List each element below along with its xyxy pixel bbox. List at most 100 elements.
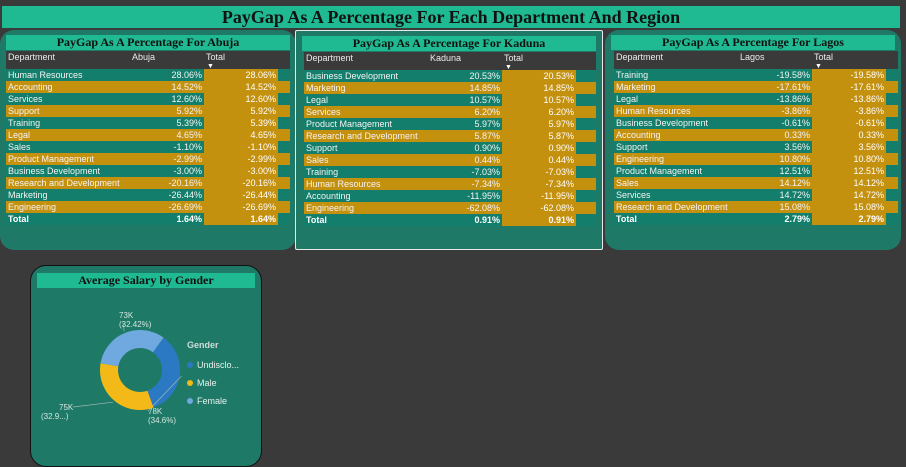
table-row[interactable]: Human Resources -3.86% -3.86% <box>614 105 898 117</box>
region-value-cell: -3.00% <box>173 166 202 176</box>
table-row[interactable]: Research and Development 5.87% 5.87% <box>304 130 596 142</box>
column-header[interactable]: Department <box>616 52 664 62</box>
lagos-paygap-table[interactable]: Department Lagos Total ▼ Training -19.58% -19.… <box>614 51 898 225</box>
table-row[interactable]: Research and Development 15.08% 15.08% <box>614 201 898 213</box>
lagos-paygap-card[interactable]: PayGap As A Percentage For Lagos Departm… <box>605 30 901 250</box>
column-header[interactable]: Abuja <box>132 52 156 62</box>
table-row[interactable]: Human Resources -7.34% -7.34% <box>304 178 596 190</box>
department-cell: Training <box>8 118 41 128</box>
region-value-cell: 14.72% <box>779 190 810 200</box>
table-row[interactable]: Marketing -17.61% -17.61% <box>614 81 898 93</box>
abuja-paygap-card[interactable]: PayGap As A Percentage For Abuja Departm… <box>0 30 296 250</box>
region-value-cell: 0.33% <box>784 130 810 140</box>
department-cell: Research and Development <box>616 202 728 212</box>
total-value-cell: -3.86% <box>812 105 886 117</box>
table-row[interactable]: Sales 14.12% 14.12% <box>614 177 898 189</box>
donut-chart[interactable]: 78K(34.6%) 75K(32.9...) 73K(32.42%) <box>31 266 263 467</box>
legend-swatch <box>187 380 193 386</box>
legend-item[interactable]: Male <box>187 374 239 392</box>
slice-pct-label: (34.6%) <box>148 416 176 425</box>
legend-item[interactable]: Undisclo... <box>187 356 239 374</box>
table-row[interactable]: Human Resources 28.06% 28.06% <box>6 69 290 81</box>
slice-value-label: 78K <box>148 407 163 416</box>
table-row[interactable]: Marketing 14.85% 14.85% <box>304 82 596 94</box>
column-header[interactable]: Total ▼ <box>812 51 886 70</box>
table-row[interactable]: Services 14.72% 14.72% <box>614 189 898 201</box>
table-row[interactable]: Services 12.60% 12.60% <box>6 93 290 105</box>
department-cell: Legal <box>616 94 639 104</box>
donut-slice-1[interactable] <box>99 363 154 410</box>
sort-desc-icon[interactable]: ▼ <box>505 64 512 71</box>
table-row[interactable]: Legal 4.65% 4.65% <box>6 129 290 141</box>
column-header[interactable]: Kaduna <box>430 53 462 63</box>
table-row[interactable]: Legal 10.57% 10.57% <box>304 94 596 106</box>
table-row[interactable]: Services 6.20% 6.20% <box>304 106 596 118</box>
table-row[interactable]: Engineering -62.08% -62.08% <box>304 202 596 214</box>
region-value-cell: 14.12% <box>779 178 810 188</box>
table-row[interactable]: Business Development -3.00% -3.00% <box>6 165 290 177</box>
sort-desc-icon[interactable]: ▼ <box>207 63 214 70</box>
region-value-cell: 6.20% <box>474 107 500 117</box>
table-row[interactable]: Sales -1.10% -1.10% <box>6 141 290 153</box>
abuja-paygap-table[interactable]: Department Abuja Total ▼ Human Resources 28.0… <box>6 51 290 225</box>
total-value-cell: 14.85% <box>502 82 576 94</box>
department-cell: Engineering <box>306 203 355 213</box>
total-value-cell: -62.08% <box>502 202 576 214</box>
column-header[interactable]: Department <box>8 52 56 62</box>
table-row[interactable]: Engineering 10.80% 10.80% <box>614 153 898 165</box>
department-cell: Human Resources <box>8 70 83 80</box>
total-value-cell: 28.06% <box>204 69 278 81</box>
table-row[interactable]: Marketing -26.44% -26.44% <box>6 189 290 201</box>
region-value-cell: 10.57% <box>469 95 500 105</box>
total-value-cell: -2.99% <box>204 153 278 165</box>
department-cell: Legal <box>306 95 329 105</box>
table-row[interactable]: Support 0.90% 0.90% <box>304 142 596 154</box>
department-cell: Sales <box>616 178 639 188</box>
legend-item[interactable]: Female <box>187 392 239 410</box>
table-row[interactable]: Training 5.39% 5.39% <box>6 117 290 129</box>
table-row[interactable]: Support 3.56% 3.56% <box>614 141 898 153</box>
department-cell: Product Management <box>306 119 393 129</box>
total-value-cell: 3.56% <box>812 141 886 153</box>
region-value-cell: -2.99% <box>173 154 202 164</box>
table-row[interactable]: Product Management -2.99% -2.99% <box>6 153 290 165</box>
region-value-cell: -1.10% <box>173 142 202 152</box>
table-row[interactable]: Support 5.92% 5.92% <box>6 105 290 117</box>
donut-slice-0[interactable] <box>147 337 180 408</box>
table-row[interactable]: Accounting -11.95% -11.95% <box>304 190 596 202</box>
salary-by-gender-card[interactable]: Average Salary by Gender 78K (34.6%) 75K (3… <box>30 265 262 467</box>
table-row[interactable]: Sales 0.44% 0.44% <box>304 154 596 166</box>
sort-desc-icon[interactable]: ▼ <box>815 63 822 70</box>
column-header[interactable]: Total ▼ <box>204 51 278 70</box>
table-row[interactable]: Business Development -0.61% -0.61% <box>614 117 898 129</box>
department-cell: Support <box>616 142 648 152</box>
table-row[interactable]: Accounting 0.33% 0.33% <box>614 129 898 141</box>
region-value-cell: -26.69% <box>168 202 202 212</box>
total-value-cell: -13.86% <box>812 93 886 105</box>
column-header[interactable]: Lagos <box>740 52 765 62</box>
total-value-cell: -20.16% <box>204 177 278 189</box>
table-row[interactable]: Product Management 5.97% 5.97% <box>304 118 596 130</box>
table-row[interactable]: Training -19.58% -19.58% <box>614 69 898 81</box>
total-value-cell: -0.61% <box>812 117 886 129</box>
kaduna-paygap-card[interactable]: PayGap As A Percentage For Kaduna Depart… <box>295 30 603 250</box>
column-header[interactable]: Department <box>306 53 354 63</box>
table-row[interactable]: Engineering -26.69% -26.69% <box>6 201 290 213</box>
table-row[interactable]: Legal -13.86% -13.86% <box>614 93 898 105</box>
region-value-cell: 20.53% <box>469 71 500 81</box>
department-cell: Business Development <box>616 118 709 128</box>
table-row[interactable]: Accounting 14.52% 14.52% <box>6 81 290 93</box>
kaduna-paygap-table[interactable]: Department Kaduna Total ▼ Business Developme… <box>304 52 596 226</box>
total-value-cell: -7.03% <box>502 166 576 178</box>
total-value: 0.91% <box>502 214 576 226</box>
donut-slice-2[interactable] <box>100 330 164 367</box>
table-row[interactable]: Research and Development -20.16% -20.16% <box>6 177 290 189</box>
table-row[interactable]: Business Development 20.53% 20.53% <box>304 70 596 82</box>
table-row[interactable]: Product Management 12.51% 12.51% <box>614 165 898 177</box>
column-header[interactable]: Total ▼ <box>502 52 576 71</box>
region-value-cell: -11.95% <box>467 191 500 201</box>
table-row[interactable]: Training -7.03% -7.03% <box>304 166 596 178</box>
total-value-cell: -7.34% <box>502 178 576 190</box>
department-cell: Marketing <box>8 190 48 200</box>
region-value-cell: -7.03% <box>471 167 500 177</box>
